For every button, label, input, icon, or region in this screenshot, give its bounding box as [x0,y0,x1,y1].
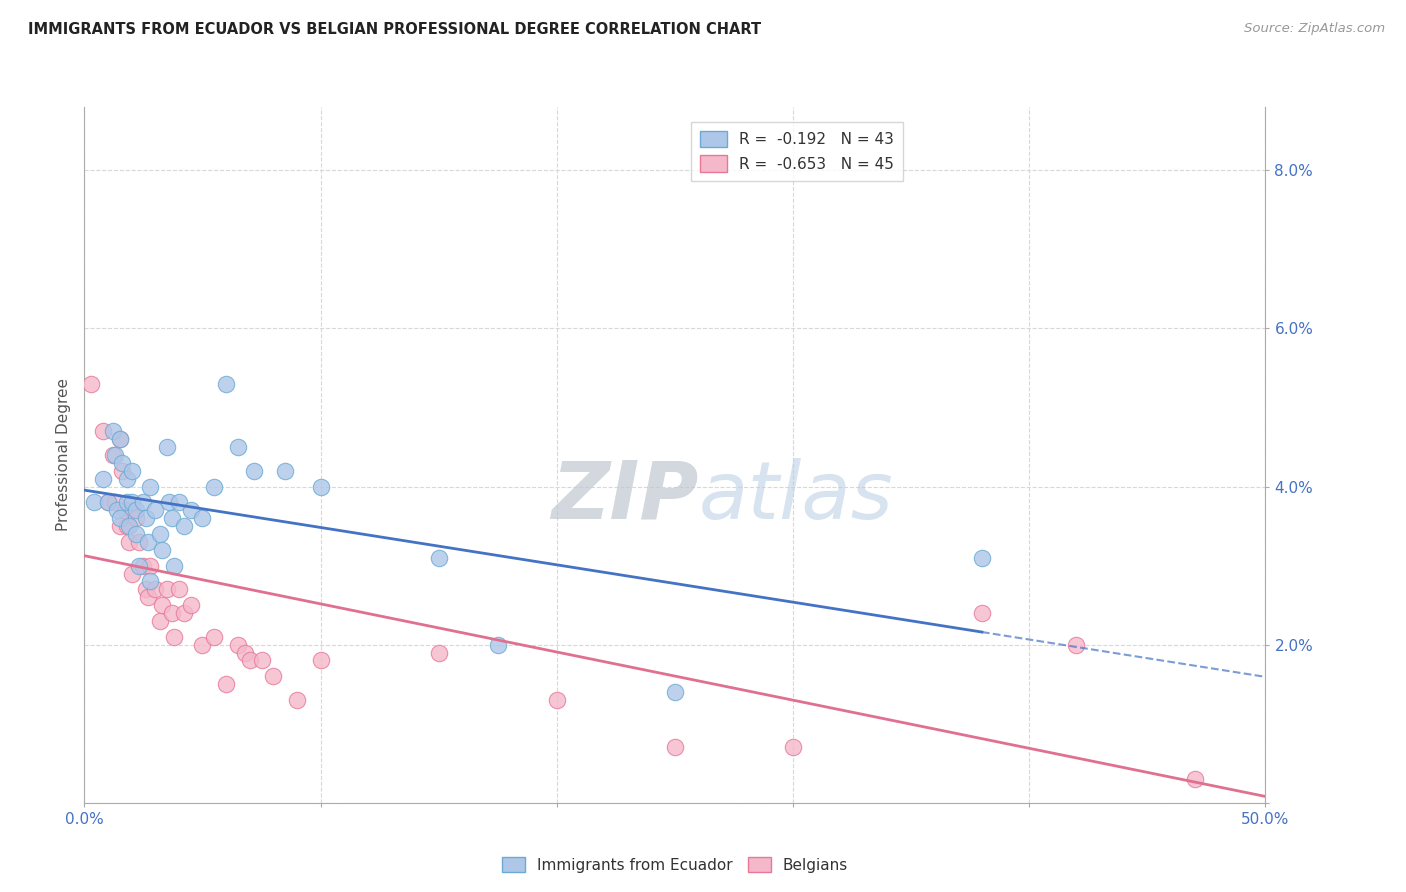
Point [309,653,332,667]
Point [135,511,157,525]
Point [101,424,124,438]
Point [136,534,159,549]
Point [191,511,214,525]
Point [132,558,155,573]
Point [202,630,225,644]
Point [167,495,190,509]
Point [108,432,131,446]
Point [108,511,131,525]
Point [108,432,131,446]
Point [156,582,179,597]
Point [125,503,148,517]
Point [163,630,186,644]
Point [970,550,993,565]
Point [101,448,124,462]
Point [202,479,225,493]
Point [215,376,238,391]
Point [664,740,686,755]
Point [191,638,214,652]
Point [546,693,568,707]
Point [664,685,686,699]
Point [239,653,262,667]
Point [121,566,143,581]
Point [226,638,249,652]
Point [427,646,450,660]
Point [139,558,162,573]
Point [104,448,127,462]
Point [243,464,266,478]
Point [427,550,450,565]
Legend: Immigrants from Ecuador, Belgians: Immigrants from Ecuador, Belgians [495,850,855,879]
Point [104,495,127,509]
Point [111,456,134,470]
Point [150,542,173,557]
Point [80,376,103,391]
Point [167,582,190,597]
Point [173,519,195,533]
Point [143,582,166,597]
Point [83,495,105,509]
Point [97,495,120,509]
Point [115,519,138,533]
Point [91,472,114,486]
Point [486,638,509,652]
Point [1184,772,1206,786]
Point [107,503,129,517]
Point [160,511,183,525]
Point [118,519,141,533]
Text: ZIP: ZIP [551,458,699,536]
Point [156,440,179,454]
Point [309,479,332,493]
Point [111,464,134,478]
Text: Source: ZipAtlas.com: Source: ZipAtlas.com [1244,22,1385,36]
Point [136,591,159,605]
Point [121,464,143,478]
Point [149,527,172,541]
Y-axis label: Professional Degree: Professional Degree [56,378,72,532]
Point [274,464,297,478]
Point [1066,638,1088,652]
Point [114,503,136,517]
Point [121,495,143,509]
Point [163,558,186,573]
Text: IMMIGRANTS FROM ECUADOR VS BELGIAN PROFESSIONAL DEGREE CORRELATION CHART: IMMIGRANTS FROM ECUADOR VS BELGIAN PROFE… [28,22,761,37]
Point [215,677,238,691]
Point [121,503,143,517]
Point [115,472,138,486]
Point [262,669,284,683]
Point [160,606,183,620]
Point [285,693,308,707]
Point [157,495,180,509]
Point [128,558,150,573]
Point [115,495,138,509]
Text: atlas: atlas [699,458,893,536]
Point [149,614,172,628]
Point [150,598,173,612]
Point [132,495,155,509]
Point [125,511,148,525]
Point [128,534,150,549]
Point [180,503,202,517]
Point [139,479,162,493]
Point [143,503,166,517]
Point [782,740,804,755]
Point [97,495,120,509]
Point [118,534,141,549]
Point [173,606,195,620]
Point [91,424,114,438]
Point [135,582,157,597]
Point [125,527,148,541]
Point [970,606,993,620]
Point [226,440,249,454]
Point [250,653,273,667]
Point [108,519,131,533]
Point [233,646,256,660]
Point [180,598,202,612]
Point [139,574,162,589]
